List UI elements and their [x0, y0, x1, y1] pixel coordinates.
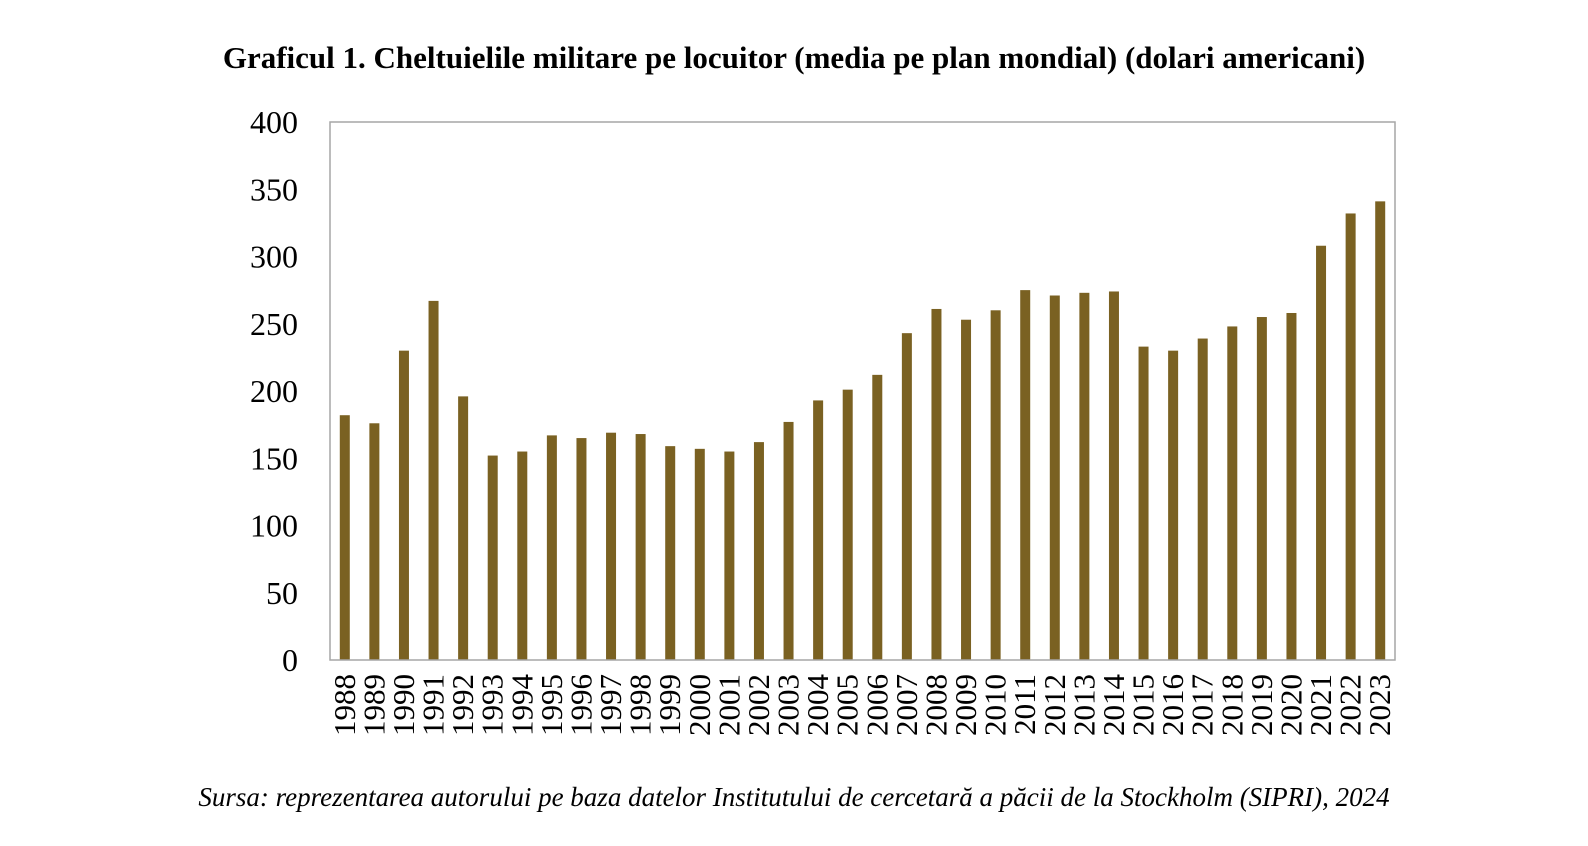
bar-1988 — [339, 415, 350, 660]
x-tick-label-2009: 2009 — [948, 674, 983, 736]
bar-2012 — [1049, 295, 1060, 660]
bar-1994 — [517, 451, 528, 660]
bar-2010 — [990, 310, 1001, 660]
bar-1991 — [428, 300, 439, 660]
x-tick-label-2010: 2010 — [978, 674, 1013, 736]
x-tick-label-2014: 2014 — [1096, 674, 1131, 737]
x-tick-label-2023: 2023 — [1362, 674, 1397, 736]
bar-1996 — [576, 438, 587, 660]
x-tick-label-2022: 2022 — [1333, 674, 1368, 736]
y-tick-label: 100 — [250, 508, 298, 544]
bar-2022 — [1345, 213, 1356, 660]
x-tick-label-1989: 1989 — [356, 674, 391, 736]
bar-2019 — [1256, 317, 1267, 660]
bar-2018 — [1227, 326, 1238, 660]
x-tick-label-1988: 1988 — [327, 674, 362, 736]
x-tick-label-2008: 2008 — [918, 674, 953, 736]
x-tick-label-2011: 2011 — [1007, 674, 1042, 735]
bar-1993 — [487, 455, 498, 660]
bar-2015 — [1138, 346, 1149, 660]
y-tick-label: 150 — [250, 440, 298, 476]
bars-group — [339, 201, 1386, 661]
y-tick-label: 350 — [250, 171, 298, 207]
bar-1989 — [369, 423, 380, 660]
bar-2008 — [931, 308, 942, 660]
x-tick-label-2017: 2017 — [1185, 674, 1220, 736]
x-tick-label-1997: 1997 — [593, 674, 628, 736]
x-tick-label-1993: 1993 — [475, 674, 510, 736]
bar-2021 — [1316, 245, 1327, 661]
bar-2006 — [872, 374, 883, 660]
bar-1999 — [665, 446, 676, 660]
bar-2016 — [1168, 350, 1179, 660]
bar-2004 — [813, 400, 824, 660]
bar-2020 — [1286, 312, 1297, 660]
x-tick-label-1996: 1996 — [563, 674, 598, 736]
bar-2005 — [842, 389, 853, 660]
y-axis-ticks: 0 50 100 150 200 250 300 350 400 — [250, 104, 298, 678]
x-tick-label-1990: 1990 — [386, 674, 421, 736]
x-tick-label-2000: 2000 — [682, 674, 717, 736]
x-tick-label-2013: 2013 — [1066, 674, 1101, 736]
x-tick-label-2003: 2003 — [771, 674, 806, 736]
y-tick-label: 200 — [250, 373, 298, 409]
x-tick-label-1992: 1992 — [445, 674, 480, 736]
y-tick-label: 400 — [250, 104, 298, 140]
x-tick-label-2018: 2018 — [1214, 674, 1249, 736]
y-tick-label: 50 — [266, 575, 298, 611]
x-tick-label-2006: 2006 — [859, 674, 894, 736]
x-axis-ticks: 1988198919901991199219931994199519961997… — [327, 674, 1397, 737]
plot-area-frame — [329, 121, 1396, 661]
bar-1990 — [398, 350, 409, 660]
x-tick-label-2016: 2016 — [1155, 674, 1190, 736]
x-tick-label-2012: 2012 — [1037, 674, 1072, 736]
y-tick-label: 300 — [250, 239, 298, 275]
x-tick-label-1998: 1998 — [623, 674, 658, 736]
x-tick-label-2007: 2007 — [889, 674, 924, 736]
y-tick-label: 250 — [250, 306, 298, 342]
bar-2001 — [724, 451, 735, 660]
y-tick-label: 0 — [282, 642, 298, 678]
x-tick-label-2002: 2002 — [741, 674, 776, 736]
x-tick-label-1994: 1994 — [504, 674, 539, 737]
bar-2009 — [961, 319, 972, 660]
x-tick-label-2020: 2020 — [1273, 674, 1308, 736]
x-tick-label-1991: 1991 — [416, 674, 451, 736]
bar-2002 — [753, 442, 764, 660]
bar-1992 — [458, 396, 469, 660]
chart-title: Graficul 1. Cheltuielile militare pe loc… — [222, 40, 1366, 75]
x-tick-label-1999: 1999 — [652, 674, 687, 736]
x-tick-label-2015: 2015 — [1126, 674, 1161, 736]
bar-2023 — [1375, 201, 1386, 661]
x-tick-label-2021: 2021 — [1303, 674, 1338, 736]
bar-2014 — [1108, 291, 1119, 660]
x-tick-label-1995: 1995 — [534, 674, 569, 736]
x-tick-label-2019: 2019 — [1244, 674, 1279, 736]
bar-1998 — [635, 434, 646, 660]
source-note: Sursa: reprezentarea autorului pe baza d… — [198, 782, 1390, 812]
bar-1995 — [546, 435, 557, 660]
bar-2007 — [901, 333, 912, 660]
bar-2011 — [1020, 290, 1031, 660]
bar-1997 — [606, 432, 617, 660]
x-tick-label-2004: 2004 — [800, 674, 835, 737]
bar-2000 — [694, 448, 705, 660]
x-tick-label-2001: 2001 — [711, 674, 746, 736]
bar-2017 — [1197, 338, 1208, 660]
bar-2013 — [1079, 292, 1090, 660]
bar-2003 — [783, 421, 794, 660]
x-tick-label-2005: 2005 — [830, 674, 865, 736]
